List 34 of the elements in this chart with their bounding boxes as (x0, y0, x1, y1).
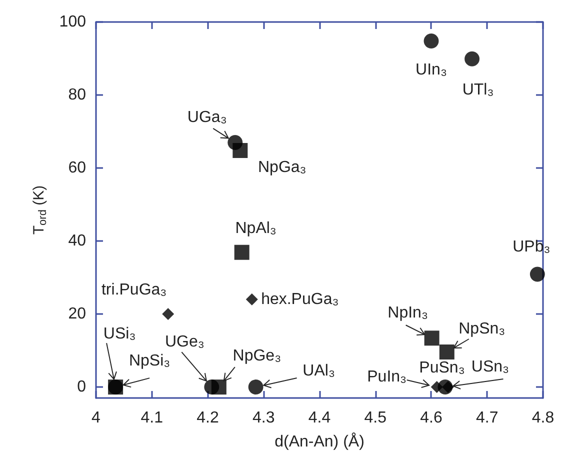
annotation: USi₃ (103, 326, 136, 343)
annotation: UTl₃ (462, 81, 494, 98)
annotation: NpSn₃ (458, 320, 506, 338)
y-tick-label: 100 (59, 14, 86, 30)
y-axis-title: Tord (K) (30, 185, 49, 235)
annotation: NpAl₃ (235, 220, 276, 237)
annotation: UGe₃ (164, 334, 204, 351)
x-tick-label: 4.1 (140, 410, 164, 426)
x-tick-label: 4.4 (308, 410, 331, 426)
x-tick-label: 4.6 (420, 410, 442, 426)
x-tick-label: 4.3 (252, 410, 275, 426)
annotation: NpGa₃ (258, 158, 306, 176)
annotation: NpSi₃ (128, 352, 170, 370)
annotation: PuIn₃ (367, 368, 407, 386)
annotation: hex.PuGa₃ (261, 290, 339, 308)
annotation: UGa₃ (187, 108, 227, 126)
x-tick-label: 4.5 (364, 410, 387, 426)
y-tick-label: 40 (68, 232, 86, 250)
annotation: NpIn₃ (388, 304, 428, 322)
annotation: NpGe₃ (232, 348, 282, 365)
x-tick-label: 4.7 (476, 410, 498, 426)
y-tick-label: 20 (68, 306, 86, 323)
y-tick-label: 80 (68, 86, 86, 104)
x-axis-title: d(An-An) (Å) (274, 432, 364, 450)
x-tick-label: 4.2 (196, 410, 219, 426)
y-tick-label: 0 (77, 378, 86, 396)
annotation: UAl₃ (302, 362, 335, 380)
annotation: tri.PuGa₃ (101, 282, 167, 299)
annotation: PuSn₃ (419, 360, 465, 377)
annotation: UIn₃ (416, 61, 447, 78)
x-tick-label: 4 (92, 410, 101, 426)
annotation: USn₃ (471, 358, 510, 376)
x-tick-label: 4.8 (532, 410, 554, 426)
y-tick-label: 60 (68, 160, 86, 177)
